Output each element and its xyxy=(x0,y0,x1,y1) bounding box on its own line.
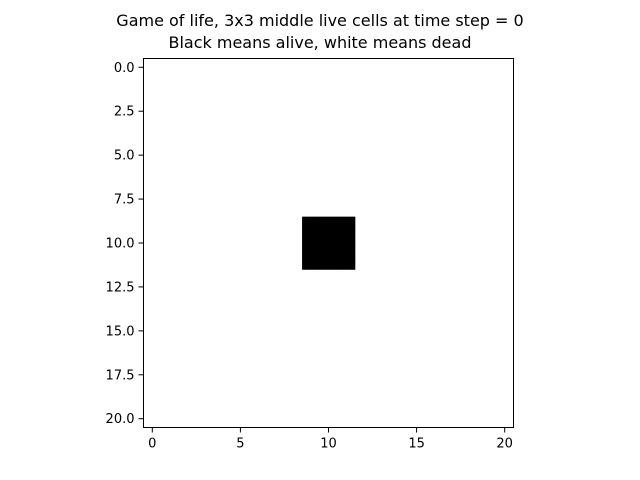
alive-cell xyxy=(319,216,338,235)
y-axis: 0.0 2.5 5.0 7.5 10.0 12.5 15.0 17.5 20.0 xyxy=(106,61,144,427)
y-tick-label: 2.5 xyxy=(114,105,135,120)
y-tick-label: 5.0 xyxy=(114,149,135,164)
chart-title-line-1: Game of life, 3x3 middle live cells at t… xyxy=(116,11,524,30)
alive-cell xyxy=(319,234,338,253)
alive-cell xyxy=(302,216,321,235)
y-tick-label: 20.0 xyxy=(106,412,135,427)
alive-cell xyxy=(337,251,356,270)
y-tick-label: 12.5 xyxy=(106,280,135,295)
x-tick-label: 20 xyxy=(496,437,513,452)
x-tick-label: 15 xyxy=(408,437,425,452)
y-tick-label: 10.0 xyxy=(106,237,135,252)
alive-cell xyxy=(337,216,356,235)
y-tick-label: 7.5 xyxy=(114,193,135,208)
x-tick-label: 0 xyxy=(148,437,156,452)
y-tick-label: 0.0 xyxy=(114,61,135,76)
chart-title-line-2: Black means alive, white means dead xyxy=(168,33,472,52)
alive-cell xyxy=(319,251,338,270)
cells-layer xyxy=(143,58,514,428)
y-tick-label: 15.0 xyxy=(106,324,135,339)
x-tick-label: 5 xyxy=(236,437,244,452)
alive-cell xyxy=(337,234,356,253)
alive-cell xyxy=(302,251,321,270)
alive-cell xyxy=(302,234,321,253)
x-tick-label: 10 xyxy=(320,437,337,452)
x-axis: 0 5 10 15 20 xyxy=(148,427,513,452)
y-tick-label: 17.5 xyxy=(106,368,135,383)
